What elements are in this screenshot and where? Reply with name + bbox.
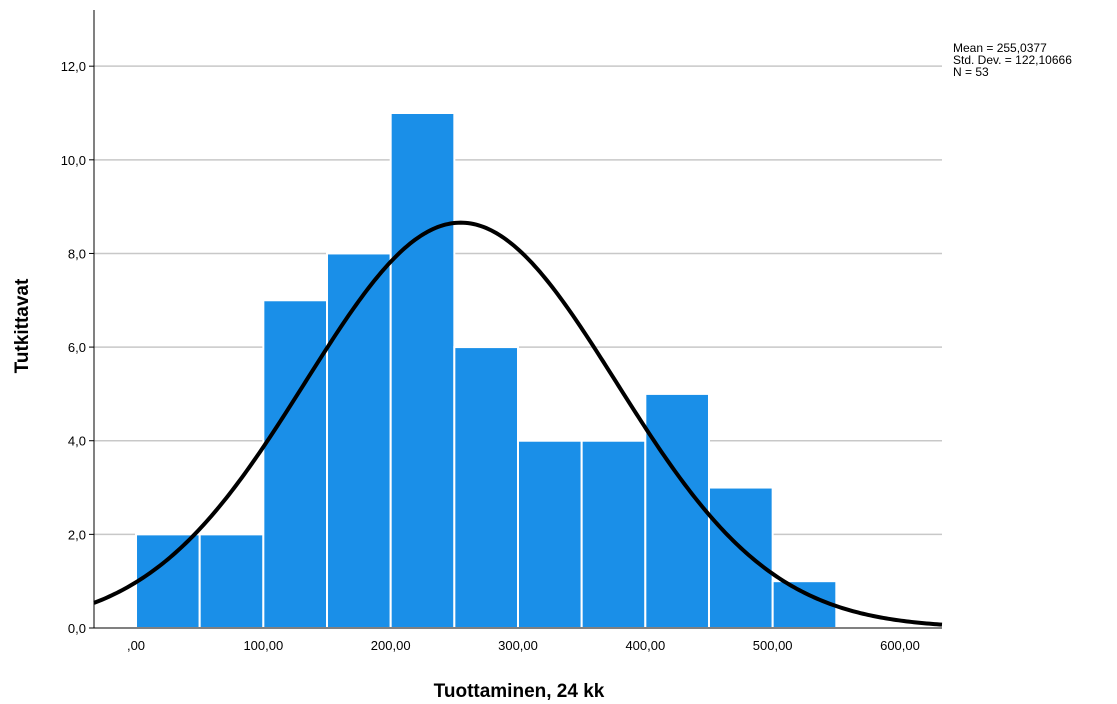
histogram-bars	[135, 112, 838, 630]
y-axis-title: Tutkittavat	[12, 278, 33, 373]
x-tick-label: 200,00	[371, 638, 411, 653]
x-tick-label: 500,00	[753, 638, 793, 653]
histogram-bar	[262, 299, 329, 629]
x-tick-label: 400,00	[625, 638, 665, 653]
histogram-bar	[644, 392, 710, 629]
stat-mean: Mean = 255,0377	[953, 41, 1047, 55]
histogram-bar	[198, 533, 265, 630]
y-tick-label: 0,0	[68, 621, 86, 636]
histogram-bar	[389, 112, 456, 629]
y-tick-label: 4,0	[68, 434, 86, 449]
y-tick-label: 2,0	[68, 527, 86, 542]
y-tick-label: 10,0	[61, 153, 86, 168]
stat-n: N = 53	[953, 65, 989, 79]
stat-std-dev: Std. Dev. = 122,10666	[953, 53, 1072, 67]
normal-curve	[93, 220, 943, 627]
histogram-bar	[326, 252, 392, 629]
histogram-bar	[707, 486, 774, 629]
histogram-bar	[580, 439, 647, 629]
histogram-bar	[517, 439, 583, 629]
y-tick-label: 12,0	[61, 59, 86, 74]
x-tick-label: 600,00	[880, 638, 920, 653]
y-tick-labels: 0,0 2,0 4,0 6,0 8,0 10,0 12,0	[61, 59, 94, 636]
x-tick-label: ,00	[127, 638, 145, 653]
x-tick-labels: ,00 100,00 200,00 300,00 400,00 500,00 600,00	[127, 638, 920, 653]
x-axis-title: Tuottaminen, 24 kk	[434, 681, 605, 702]
statistics-box: Mean = 255,0377 Std. Dev. = 122,10666 N …	[953, 42, 1072, 78]
y-tick-label: 8,0	[68, 246, 86, 261]
histogram-bar	[135, 533, 201, 630]
histogram-bar	[453, 346, 519, 629]
x-tick-label: 300,00	[498, 638, 538, 653]
y-tick-label: 6,0	[68, 340, 86, 355]
x-tick-label: 100,00	[243, 638, 283, 653]
